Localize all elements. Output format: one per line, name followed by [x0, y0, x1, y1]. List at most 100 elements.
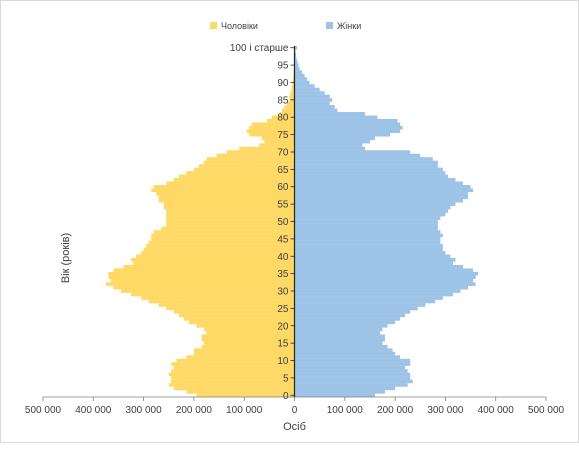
bar-women-age-61: [295, 182, 464, 186]
bar-women-age-91: [295, 77, 308, 81]
bar-women-age-59: [295, 188, 474, 192]
bar-men-age-52: [166, 213, 294, 217]
bar-women-age-33: [295, 279, 474, 283]
bar-men-age-61: [166, 182, 294, 186]
bar-women-age-63: [295, 175, 448, 179]
bar-men-age-6: [169, 373, 295, 377]
bar-men-age-32: [106, 282, 295, 286]
bar-women-age-92: [295, 74, 305, 78]
bar-women-age-95: [295, 63, 299, 67]
bar-women-age-47: [295, 230, 441, 234]
y-tick-label: 15: [277, 339, 289, 350]
bar-women-age-49: [295, 223, 438, 227]
bar-women-age-42: [295, 248, 443, 252]
legend-swatch-women: [326, 22, 333, 29]
bar-women-age-51: [295, 216, 441, 220]
bar-women-age-77: [295, 126, 403, 130]
bar-women-age-18: [295, 331, 381, 335]
bar-men-age-9: [171, 362, 294, 366]
y-tick-label: 55: [277, 200, 289, 211]
bar-men-age-72: [259, 143, 294, 147]
bar-men-age-49: [166, 223, 294, 227]
bar-men-age-30: [121, 289, 295, 293]
bar-women-age-24: [295, 310, 411, 314]
y-tick-label: 85: [277, 95, 289, 106]
bar-men-age-2: [174, 387, 295, 391]
bar-men-age-86: [289, 95, 294, 99]
x-tick-label: 500 000: [528, 405, 565, 416]
bar-women-age-83: [295, 105, 335, 109]
bar-men-age-34: [108, 275, 294, 279]
bar-women-age-43: [295, 244, 443, 248]
bar-men-age-60: [154, 185, 295, 189]
bar-women-age-38: [295, 261, 453, 265]
bar-men-age-54: [164, 206, 295, 210]
bar-women-age-90: [295, 81, 310, 85]
bar-women-age-12: [295, 352, 396, 356]
legend-swatch-men: [210, 22, 217, 29]
bar-men-age-55: [164, 202, 295, 206]
bar-men-age-36: [113, 268, 294, 272]
bar-men-age-50: [166, 220, 294, 224]
bar-men-age-12: [194, 352, 295, 356]
x-axis-title: Осіб: [283, 421, 306, 433]
x-tick-label: 400 000: [75, 405, 112, 416]
bar-men-age-57: [159, 195, 295, 199]
y-tick-label: 35: [277, 269, 289, 280]
bar-men-age-33: [111, 279, 295, 283]
bar-women-age-65: [295, 168, 443, 172]
bar-women-age-85: [295, 98, 333, 102]
bar-men-age-29: [131, 293, 294, 297]
bar-women-age-31: [295, 286, 469, 290]
bar-men-age-5: [171, 376, 294, 380]
bar-men-age-39: [131, 258, 294, 262]
bar-women-age-78: [295, 122, 401, 126]
bar-women-age-72: [295, 143, 363, 147]
legend-label-women: Жінки: [337, 21, 361, 31]
bar-women-age-23: [295, 314, 406, 318]
bar-men-age-59: [151, 188, 294, 192]
bar-women-age-81: [295, 112, 365, 116]
bar-women-age-9: [295, 362, 411, 366]
bar-women-age-74: [295, 136, 375, 140]
bar-men-age-7: [171, 369, 294, 373]
x-tick-label: 200 000: [377, 405, 414, 416]
bar-women-age-53: [295, 209, 448, 213]
bar-men-age-53: [166, 209, 294, 213]
bar-women-age-1: [295, 390, 386, 394]
bar-women-age-32: [295, 282, 476, 286]
bar-women-age-8: [295, 366, 406, 370]
bar-women-age-55: [295, 202, 456, 206]
bar-men-age-67: [204, 161, 295, 165]
y-tick-label: 100 і старше: [230, 43, 289, 54]
bar-men-age-1: [186, 390, 294, 394]
y-tick-label: 30: [277, 287, 289, 298]
bar-women-age-37: [295, 265, 464, 269]
bar-men-age-25: [166, 307, 294, 311]
bar-women-age-34: [295, 275, 476, 279]
y-tick-label: 5: [283, 373, 289, 384]
bar-men-age-22: [184, 317, 295, 321]
bar-men-age-43: [146, 244, 294, 248]
y-tick-label: 25: [277, 304, 289, 315]
bar-women-age-13: [295, 348, 393, 352]
bar-women-age-30: [295, 289, 461, 293]
bar-women-age-11: [295, 355, 401, 359]
bar-women-age-36: [295, 268, 474, 272]
y-tick-label: 50: [277, 217, 289, 228]
bar-women-age-45: [295, 237, 441, 241]
bar-women-age-10: [295, 359, 411, 363]
bar-women-age-79: [295, 119, 398, 123]
bar-women-age-40: [295, 255, 451, 259]
bar-women-age-16: [295, 338, 386, 342]
y-tick-label: 75: [277, 130, 289, 141]
bar-women-age-3: [295, 383, 408, 387]
bar-men-age-26: [159, 303, 295, 307]
bar-women-age-56: [295, 199, 464, 203]
bar-women-age-5: [295, 376, 411, 380]
bar-women-age-35: [295, 272, 479, 276]
bar-women-age-22: [295, 317, 401, 321]
bar-men-age-51: [166, 216, 294, 220]
